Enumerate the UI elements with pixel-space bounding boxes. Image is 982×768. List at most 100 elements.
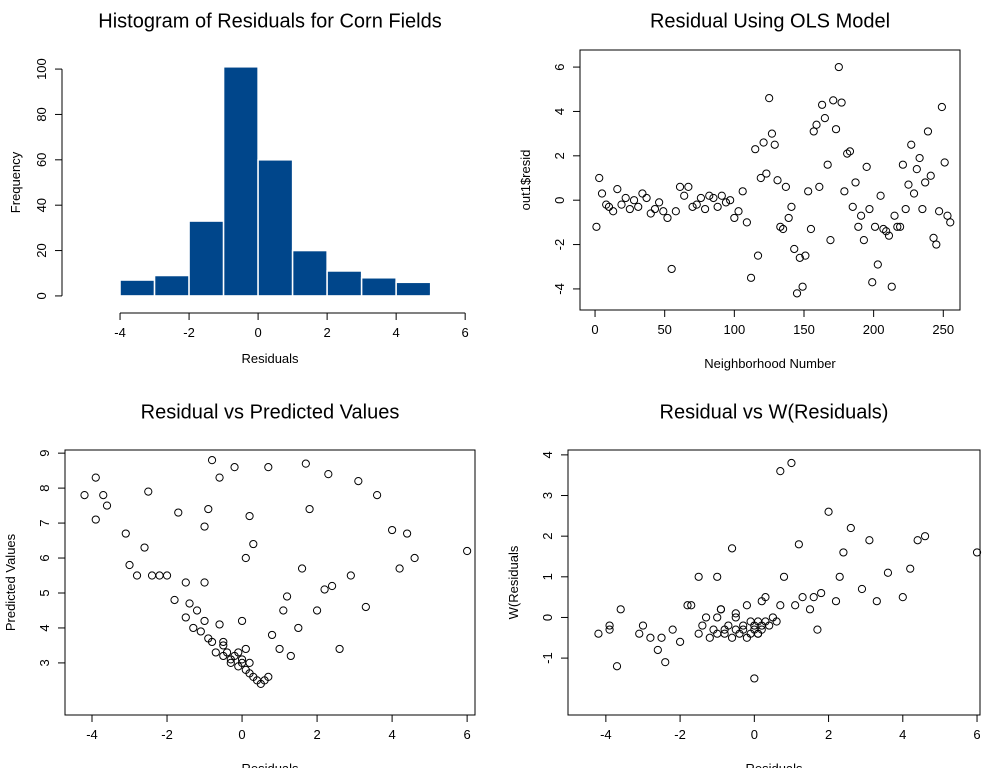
x-tick-label: 2 bbox=[324, 325, 331, 340]
point bbox=[181, 578, 190, 587]
point bbox=[387, 525, 397, 535]
y-tick-label: 3 bbox=[540, 492, 555, 499]
point bbox=[823, 160, 832, 169]
x-tick-label: 4 bbox=[388, 727, 395, 742]
point bbox=[625, 204, 634, 214]
point bbox=[653, 645, 662, 655]
point bbox=[918, 204, 927, 214]
point bbox=[282, 592, 292, 601]
point bbox=[943, 211, 952, 220]
point bbox=[792, 289, 802, 298]
point bbox=[781, 182, 790, 191]
point bbox=[659, 207, 668, 216]
point bbox=[923, 127, 933, 136]
y-tick-label: -2 bbox=[552, 239, 567, 251]
point bbox=[102, 501, 112, 510]
point bbox=[806, 224, 816, 234]
point bbox=[709, 193, 718, 203]
y-tick-label: 1 bbox=[540, 573, 555, 580]
point bbox=[731, 613, 740, 622]
y-tick-label: 0 bbox=[34, 292, 49, 299]
point bbox=[354, 477, 363, 486]
x-tick-label: 100 bbox=[723, 322, 745, 337]
point bbox=[189, 623, 198, 633]
point bbox=[935, 207, 944, 216]
point bbox=[196, 627, 205, 636]
y-tick-label: 8 bbox=[37, 484, 52, 491]
point bbox=[410, 553, 419, 563]
x-tick-label: 4 bbox=[393, 325, 400, 340]
point bbox=[646, 633, 655, 642]
point bbox=[912, 165, 921, 174]
point bbox=[634, 202, 643, 211]
bar bbox=[360, 277, 397, 297]
point bbox=[940, 158, 949, 167]
point bbox=[812, 120, 821, 129]
point bbox=[170, 595, 179, 605]
point bbox=[617, 200, 626, 209]
point bbox=[909, 189, 919, 198]
point bbox=[324, 470, 333, 479]
x-tick-label: -4 bbox=[600, 727, 612, 742]
point bbox=[687, 601, 696, 610]
point bbox=[726, 196, 735, 205]
point bbox=[795, 253, 804, 262]
y-tick-label: 4 bbox=[540, 451, 555, 458]
point bbox=[757, 597, 766, 606]
point bbox=[275, 644, 284, 654]
point bbox=[219, 641, 228, 650]
point bbox=[701, 613, 711, 622]
point bbox=[809, 127, 818, 136]
point bbox=[655, 198, 664, 207]
point bbox=[759, 138, 768, 147]
point bbox=[207, 637, 217, 647]
point bbox=[675, 182, 685, 191]
point bbox=[876, 191, 885, 200]
point bbox=[361, 602, 370, 612]
point bbox=[683, 601, 692, 610]
point bbox=[767, 129, 777, 138]
point bbox=[738, 187, 747, 196]
point bbox=[834, 62, 843, 72]
point bbox=[972, 548, 982, 557]
chart-title: Residual vs W(Residuals) bbox=[660, 401, 889, 423]
point bbox=[144, 487, 153, 496]
bar bbox=[395, 281, 432, 297]
bar bbox=[291, 249, 328, 297]
point bbox=[346, 571, 355, 580]
point bbox=[901, 204, 910, 214]
point bbox=[720, 629, 729, 638]
x-tick-label: 0 bbox=[254, 325, 261, 340]
point bbox=[817, 588, 826, 598]
point bbox=[798, 282, 807, 291]
point bbox=[784, 213, 793, 223]
point bbox=[297, 564, 307, 573]
point bbox=[915, 153, 924, 163]
point bbox=[862, 162, 871, 172]
point bbox=[694, 629, 703, 638]
y-tick-label: 5 bbox=[37, 589, 52, 596]
bar bbox=[188, 220, 225, 297]
point bbox=[692, 200, 701, 209]
point bbox=[121, 529, 130, 538]
point bbox=[929, 233, 938, 243]
point bbox=[837, 98, 846, 107]
point bbox=[790, 244, 799, 254]
point bbox=[312, 606, 322, 615]
x-tick-label: -2 bbox=[161, 727, 173, 742]
point bbox=[147, 571, 157, 580]
x-tick-label: -4 bbox=[86, 727, 98, 742]
x-tick-label: 0 bbox=[238, 727, 245, 742]
point bbox=[751, 145, 760, 154]
point bbox=[395, 564, 404, 573]
point bbox=[801, 251, 810, 260]
point bbox=[140, 543, 149, 552]
point bbox=[613, 184, 622, 194]
point bbox=[805, 605, 815, 614]
point bbox=[646, 209, 655, 218]
point bbox=[301, 459, 310, 468]
point bbox=[241, 644, 250, 654]
point bbox=[898, 160, 907, 169]
y-tick-label: 0 bbox=[540, 614, 555, 621]
